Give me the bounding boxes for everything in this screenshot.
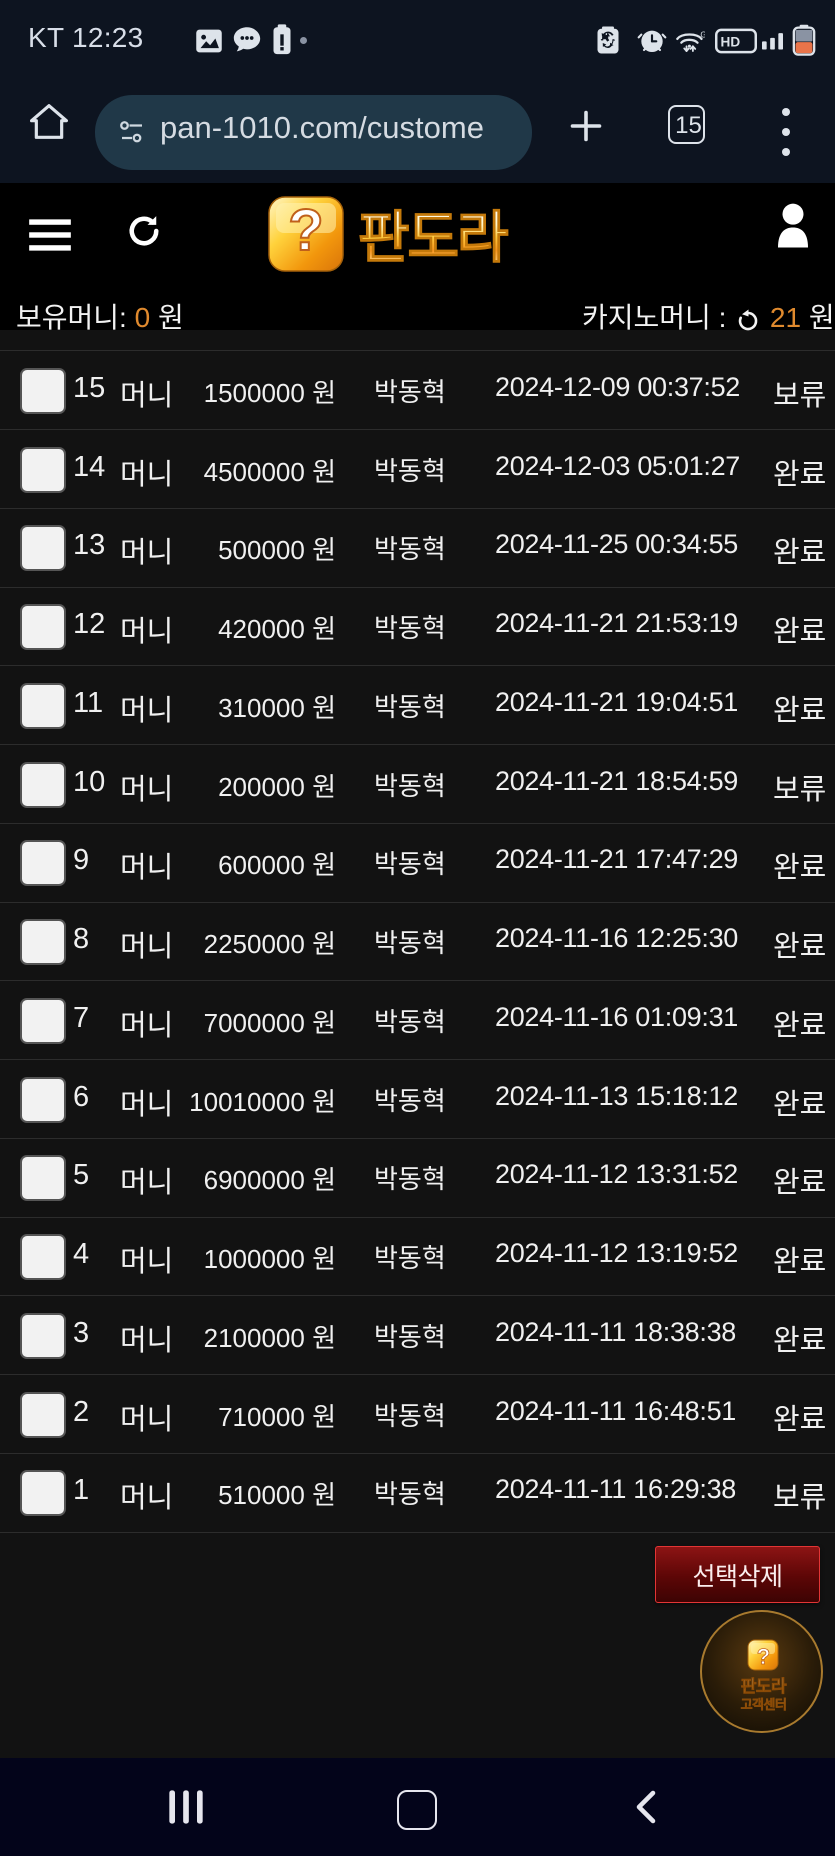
svg-text:판도라: 판도라	[741, 1677, 787, 1696]
svg-text:?: ?	[757, 1644, 770, 1669]
svg-text:고객센터: 고객센터	[741, 1697, 787, 1712]
